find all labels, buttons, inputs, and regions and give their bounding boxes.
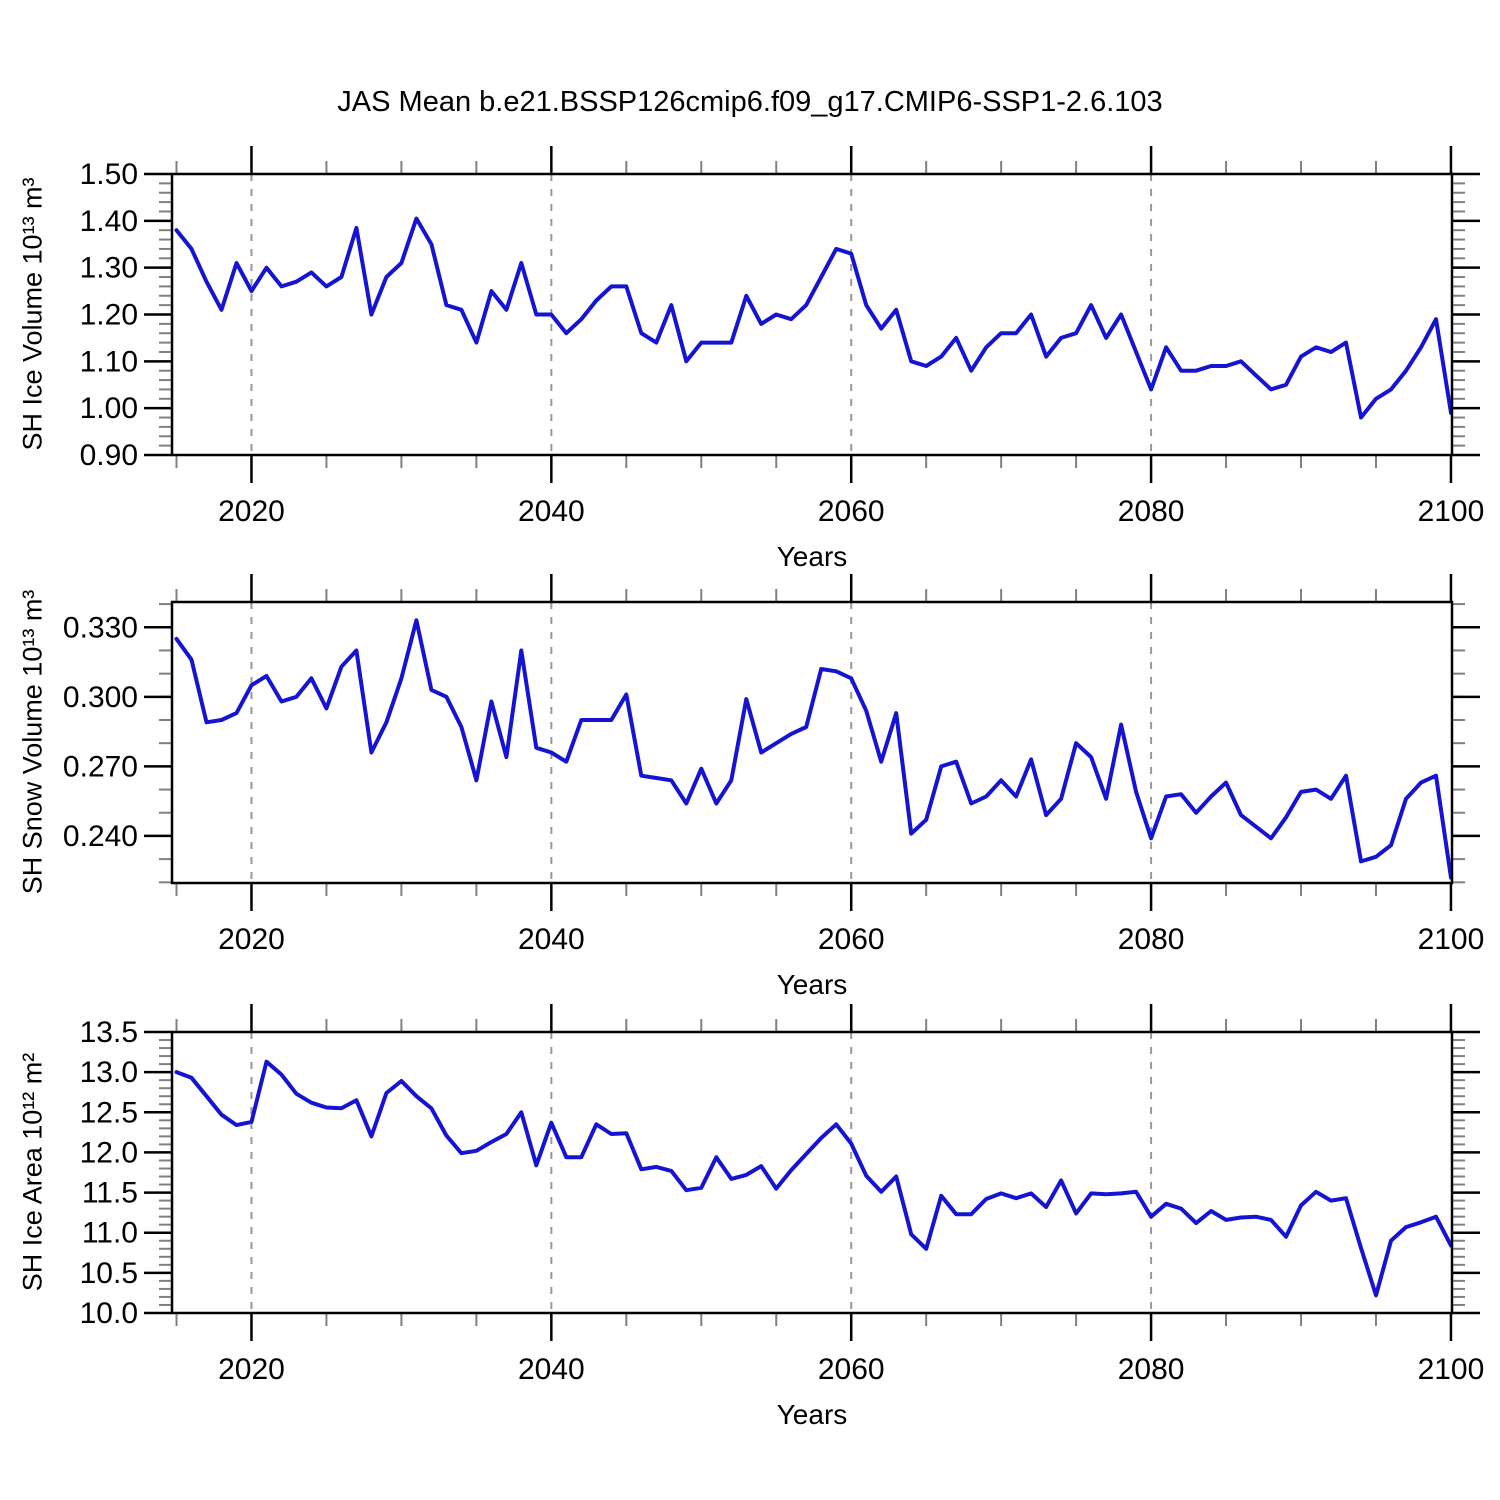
x-tick-label: 2040 — [518, 923, 585, 956]
y-tick-label: 0.240 — [63, 820, 138, 853]
y-tick-label: 12.0 — [80, 1136, 138, 1169]
x-tick-label: 2100 — [1418, 495, 1485, 528]
panel-frame-sh-ice-area — [170, 1030, 1454, 1315]
x-tick-label: 2020 — [218, 923, 285, 956]
x-tick-label: 2060 — [818, 495, 885, 528]
x-axis-title-panel-3: Years — [776, 1399, 848, 1430]
x-tick-label: 2080 — [1118, 1353, 1185, 1386]
x-tick-label: 2100 — [1418, 1353, 1485, 1386]
x-tick-label: 2020 — [218, 495, 285, 528]
y-axis-title-ice-area: SH Ice Area 10¹² m² — [17, 1052, 48, 1292]
y-tick-label: 0.330 — [63, 611, 138, 644]
x-tick-label: 2060 — [818, 1353, 885, 1386]
x-tick-label: 2040 — [518, 495, 585, 528]
y-tick-label: 0.90 — [80, 439, 138, 472]
series-line-sh-snow-volume — [174, 618, 1453, 880]
x-tick-label: 2040 — [518, 1353, 585, 1386]
y-tick-label: 1.40 — [80, 205, 138, 238]
x-axis-title-panel-1: Years — [776, 541, 848, 572]
y-tick-label: 1.00 — [80, 392, 138, 425]
panel-frame-sh-snow-volume — [170, 600, 1454, 885]
y-tick-label: 11.5 — [82, 1177, 138, 1210]
x-tick-label: 2080 — [1118, 495, 1185, 528]
y-tick-label: 13.5 — [80, 1016, 138, 1049]
panel-frame-sh-ice-volume — [170, 172, 1454, 457]
y-tick-label: 1.10 — [80, 345, 138, 378]
y-tick-label: 13.0 — [80, 1056, 138, 1089]
series-line-sh-ice-area — [174, 1059, 1453, 1298]
y-tick-label: 1.50 — [80, 158, 138, 191]
y-tick-label: 0.270 — [63, 750, 138, 783]
x-tick-label: 2020 — [218, 1353, 285, 1386]
series-line-sh-ice-volume — [174, 216, 1453, 420]
y-tick-label: 11.0 — [82, 1217, 138, 1250]
x-tick-label: 2060 — [818, 923, 885, 956]
x-axis-title-panel-2: Years — [776, 969, 848, 1000]
x-tick-label: 2100 — [1418, 923, 1485, 956]
y-tick-label: 10.5 — [80, 1257, 138, 1290]
y-tick-label: 1.30 — [80, 252, 138, 285]
y-tick-label: 10.0 — [80, 1297, 138, 1330]
y-tick-label: 0.300 — [63, 681, 138, 714]
y-tick-label: 1.20 — [80, 299, 138, 332]
y-axis-title-ice-volume: SH Ice Volume 10¹³ m³ — [17, 177, 48, 451]
x-tick-label: 2080 — [1118, 923, 1185, 956]
y-axis-title-snow-volume: SH Snow Volume 10¹³ m³ — [17, 589, 48, 895]
chart-title: JAS Mean b.e21.BSSP126cmip6.f09_g17.CMIP… — [337, 86, 1163, 118]
y-tick-label: 12.5 — [80, 1096, 138, 1129]
